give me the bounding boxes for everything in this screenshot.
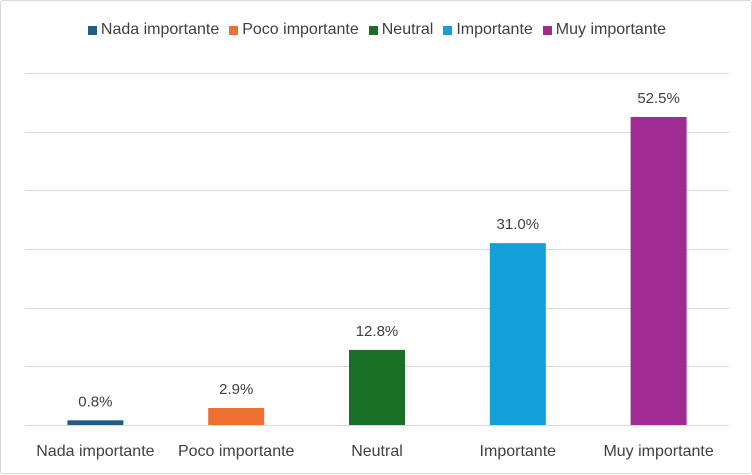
x-tick-label-2: Poco importante (178, 443, 295, 460)
x-tick-label-1: Nada importante (36, 443, 154, 460)
data-label-3: 12.8% (356, 323, 399, 340)
bar-1 (67, 420, 124, 425)
data-label-4: 31.0% (497, 216, 540, 233)
x-tick-label-3: Neutral (351, 443, 403, 460)
legend-swatch-2 (229, 25, 239, 35)
legend-item-2: Poco importante (229, 21, 359, 39)
legend-swatch-5 (542, 25, 552, 35)
chart-legend: Nada importante Poco importante Neutral Imp… (1, 21, 752, 39)
legend-item-1: Nada importante (87, 21, 220, 39)
data-label-5: 52.5% (637, 90, 680, 107)
bar-4 (489, 243, 546, 425)
legend-item-4: Importante (443, 21, 533, 39)
data-label-2: 2.9% (219, 381, 253, 398)
legend-label-5: Muy importante (555, 21, 667, 38)
legend-swatch-3 (368, 25, 378, 35)
bar-5 (630, 117, 687, 425)
legend-label-4: Importante (456, 21, 533, 38)
legend-item-3: Neutral (368, 21, 434, 39)
legend-label-2: Poco importante (242, 21, 359, 38)
bar-2 (208, 407, 265, 425)
x-tick-label-4: Importante (480, 443, 557, 460)
x-tick-label-5: Muy importante (603, 443, 713, 460)
legend-label-3: Neutral (381, 21, 434, 38)
data-label-1: 0.8% (78, 393, 112, 410)
bar-3 (349, 349, 405, 425)
legend-item-5: Muy importante (542, 21, 667, 39)
legend-swatch-1 (87, 25, 97, 35)
legend-swatch-4 (443, 25, 453, 35)
legend-label-1: Nada importante (100, 21, 220, 38)
